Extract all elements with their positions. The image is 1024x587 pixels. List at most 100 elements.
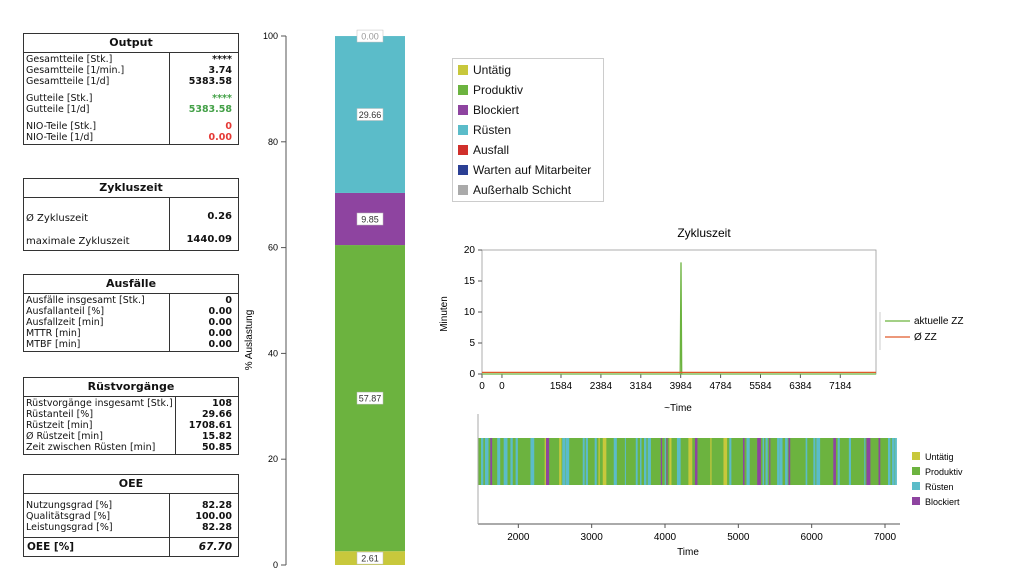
line-legend-label: aktuelle ZZ: [914, 316, 963, 327]
ausfaelle-label: Ausfallzeit [min]: [26, 317, 104, 328]
line-y-tick-label: 20: [464, 245, 476, 256]
oee-value: 82.28: [201, 500, 232, 511]
timeline-stripe: [866, 438, 871, 485]
timeline-stripe: [497, 438, 501, 485]
legend-swatch: [458, 165, 468, 175]
timeline-x-tick-label: 3000: [581, 532, 604, 543]
timeline-stripe: [710, 438, 712, 485]
line-x-tick-label: 7184: [829, 381, 852, 392]
bar-data-label: 57.87: [359, 394, 382, 404]
timeline-legend-label: Untätig: [925, 452, 954, 462]
oee-total-value: 67.70: [198, 541, 232, 553]
timeline-stripe: [746, 438, 750, 485]
timeline-stripe: [813, 438, 816, 485]
output-label: NIO-Teile [1/d]: [26, 132, 94, 143]
timeline-stripe: [777, 438, 780, 485]
output-label: Gutteile [1/d]: [26, 104, 90, 115]
ausfaelle-value: 0.00: [208, 328, 232, 339]
bar-data-label-box: [356, 391, 384, 405]
timeline-stripe: [833, 438, 836, 485]
timeline-stripe: [598, 438, 600, 485]
timeline-stripe: [624, 438, 626, 485]
line-x-tick-label: 5584: [749, 381, 772, 392]
legend-swatch: [458, 85, 468, 95]
oee-panel: OEE Nutzungsgrad [%] Qualitätsgrad [%] L…: [23, 474, 239, 557]
line-x-tick-label: 0: [499, 381, 505, 392]
timeline-stripe: [559, 438, 562, 485]
timeline-stripe: [779, 438, 783, 485]
bar-y-tick-label: 60: [268, 243, 278, 253]
line-y-axis-label: Minuten: [439, 296, 450, 332]
timeline-stripe: [503, 438, 508, 485]
legend-swatch: [458, 105, 468, 115]
line-x-tick-label: 0: [479, 381, 485, 392]
legend-label: Ausfall: [473, 143, 510, 157]
ruest-value: 108: [212, 398, 232, 409]
output-value: 5383.58: [188, 104, 232, 115]
ruest-label: Rüstvorgänge insgesamt [Stk.]: [26, 398, 173, 409]
oee-value: 82.28: [201, 522, 232, 533]
zykluszeit-value: 1440.09: [186, 234, 232, 245]
timeline-stripe: [640, 438, 642, 485]
timeline-stripe: [594, 438, 597, 485]
timeline-x-tick-label: 5000: [727, 532, 750, 543]
timeline-stripe: [729, 438, 732, 485]
output-label: NIO-Teile [Stk.]: [26, 121, 97, 132]
timeline-stripe: [484, 438, 489, 485]
timeline-chart: 2000 3000 4000 5000 6000 7000 Time Untätig Pro…: [477, 414, 963, 558]
oee-label: Leistungsgrad [%]: [26, 522, 113, 533]
timeline-stripe: [878, 438, 881, 485]
bar-data-label-box: [356, 212, 384, 226]
timeline-legend-swatch: [912, 452, 920, 460]
ruest-label: Zeit zwischen Rüsten [min]: [26, 442, 156, 453]
timeline-x-axis-label: Time: [677, 547, 699, 558]
timeline-stripe: [565, 438, 570, 485]
legend-swatch: [458, 145, 468, 155]
zykluszeit-value: 0.26: [207, 211, 232, 222]
timeline-stripe: [647, 438, 651, 485]
line-x-axis-label: ~Time: [664, 403, 692, 414]
zykluszeit-label: maximale Zykluszeit: [26, 236, 130, 247]
legend-item: Untätig: [453, 60, 603, 80]
legend-label: Rüsten: [473, 123, 512, 137]
utilization-bar-chart: 0 20 40 60 80 100 2.61 57.87 9.85 29.66 0.00 % Au…: [244, 29, 405, 570]
timeline-stripe: [762, 438, 765, 485]
timeline-stripe: [602, 438, 607, 485]
timeline-stripe: [688, 438, 693, 485]
line-chart-title: Zykluszeit: [677, 226, 731, 240]
legend-swatch: [458, 65, 468, 75]
timeline-stripe: [894, 438, 897, 485]
output-value: 0.00: [208, 132, 232, 143]
timeline-stripe: [785, 438, 788, 485]
ruest-value: 1708.61: [188, 420, 232, 431]
legend-item: Produktiv: [453, 80, 603, 100]
timeline-stripe: [582, 438, 585, 485]
timeline-stripe: [660, 438, 663, 485]
bar-data-label: 2.61: [361, 554, 379, 564]
timeline-stripe: [676, 438, 681, 485]
timeline-stripe: [666, 438, 668, 485]
output-value: 3.74: [208, 65, 232, 76]
timeline-stripe: [891, 438, 895, 485]
bar-y-axis-label: % Auslastung: [244, 310, 255, 371]
ausfaelle-title: Ausfälle: [24, 275, 238, 294]
timeline-stripe: [864, 438, 866, 485]
ruest-value: 50.85: [201, 442, 232, 453]
ruest-label: Ø Rüstzeit [min]: [26, 431, 103, 442]
line-y-tick-label: 0: [469, 369, 475, 380]
timeline-stripe: [723, 438, 728, 485]
timeline-x-tick-label: 2000: [507, 532, 530, 543]
legend-label: Außerhalb Schicht: [473, 183, 572, 197]
output-panel: Output Gesamtteile [Stk.] Gesamtteile [1…: [23, 33, 239, 145]
ausfaelle-value: 0.00: [208, 317, 232, 328]
timeline-stripe: [510, 438, 513, 485]
zykluszeit-label: Ø Zykluszeit: [26, 213, 89, 224]
timeline-stripe: [805, 438, 808, 485]
output-label: Gesamtteile [Stk.]: [26, 54, 113, 65]
ausfaelle-label: MTTR [min]: [26, 328, 81, 339]
timeline-stripe: [837, 438, 840, 485]
ausfaelle-label: MTBF [min]: [26, 339, 81, 350]
bar-data-label-box: [356, 29, 384, 43]
timeline-stripe: [635, 438, 638, 485]
timeline-legend-label: Blockiert: [925, 497, 960, 507]
